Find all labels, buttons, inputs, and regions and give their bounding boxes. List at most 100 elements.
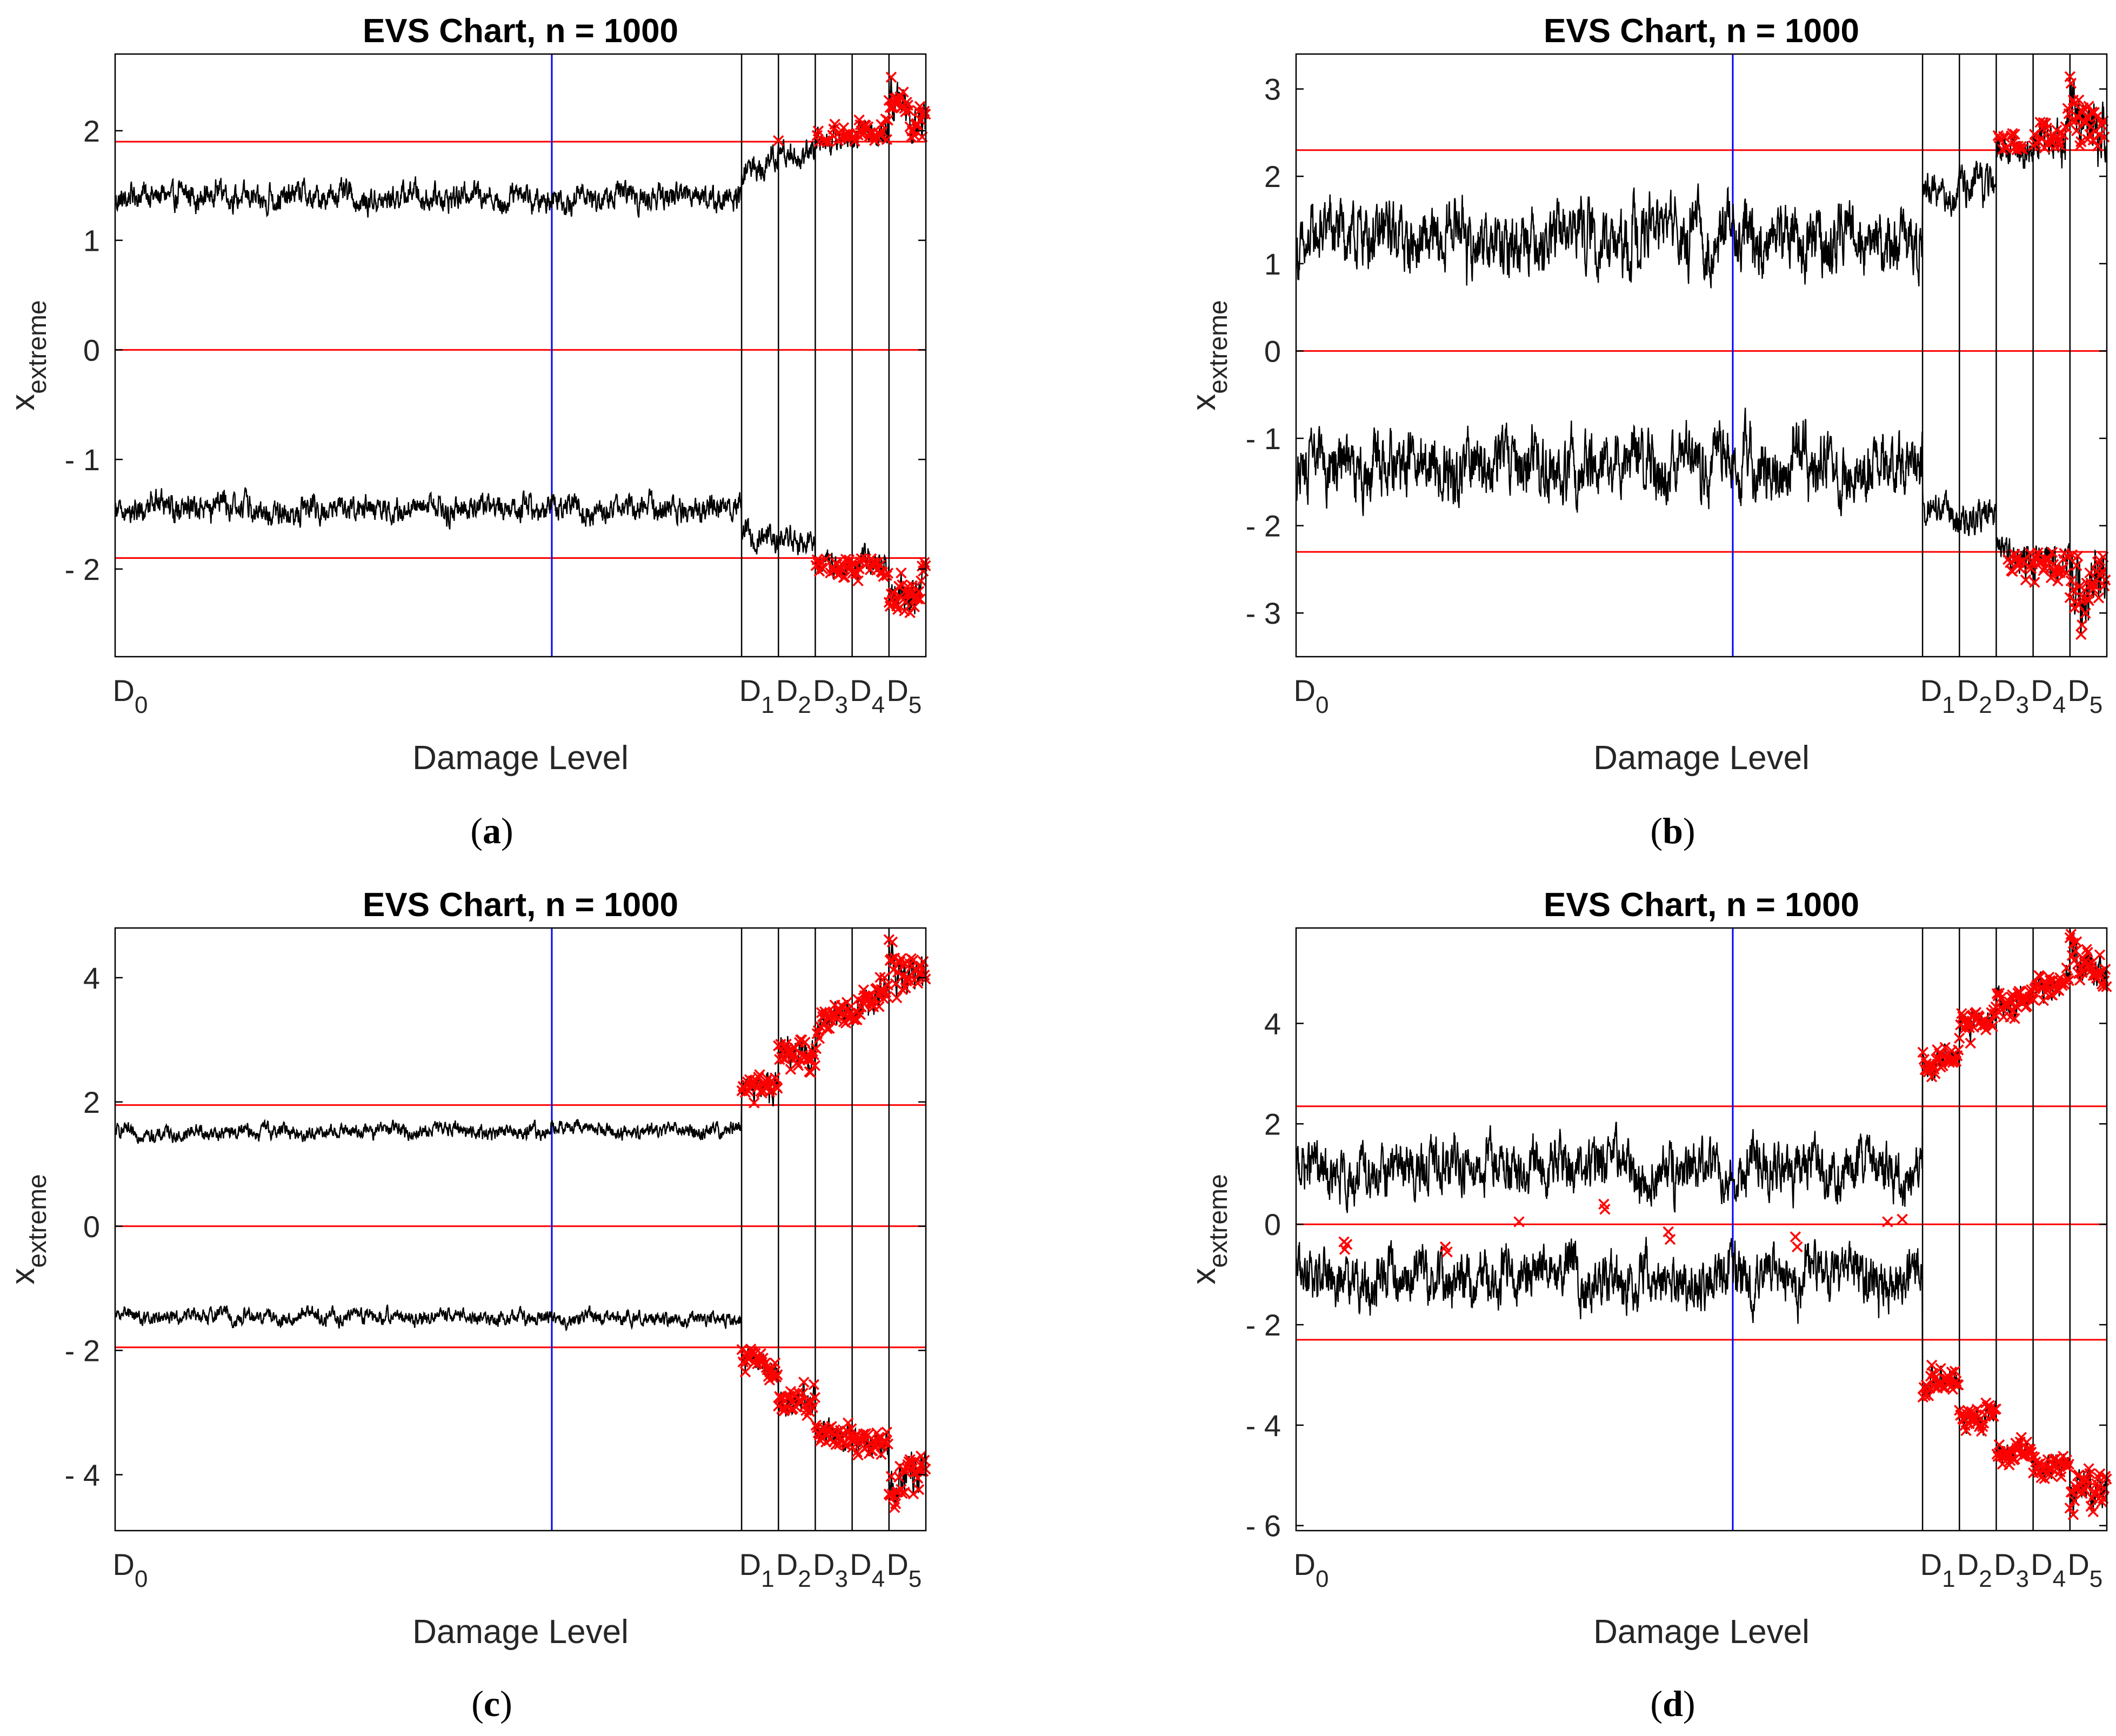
outlier-marker [805,1066,816,1078]
outlier-marker [2092,140,2104,152]
outlier-marker [851,1446,863,1458]
outlier-marker [909,601,920,612]
outlier-marker [2065,575,2077,586]
outlier-marker [829,118,840,130]
y-tick-label: - 2 [65,1334,100,1368]
outlier-marker [899,1486,910,1498]
outlier-marker [739,1366,751,1378]
outlier-marker [877,125,888,137]
damage-level-label: D3 [1994,1547,2029,1592]
damage-level-label: D3 [813,673,848,718]
x-axis-label: Damage Level [412,1613,629,1651]
outlier-marker [2063,1458,2075,1470]
outlier-markers [773,71,931,618]
outlier-marker [2029,577,2040,588]
axes-frame [114,927,927,1532]
outlier-marker [1935,1363,1946,1374]
outlier-marker [823,136,834,148]
outlier-marker [890,1498,902,1510]
outlier-marker [1999,132,2011,143]
y-tick-label: 0 [1264,334,1281,368]
outlier-marker [886,936,898,948]
outlier-marker [1984,1400,1995,1411]
outlier-marker [2074,974,2086,986]
outlier-marker [2015,141,2027,152]
outlier-marker [896,953,907,964]
outlier-marker [1790,1231,1801,1243]
outlier-marker [907,954,919,966]
outlier-marker [819,135,831,146]
panel-caption: (c) [471,1683,512,1724]
outlier-marker [2063,975,2075,986]
axes-frame [114,53,927,658]
damage-level-label: D4 [2031,673,2066,718]
damage-level-label: D2 [1957,673,1992,718]
outlier-marker [1995,992,2007,1003]
series-line [114,77,926,218]
outlier-marker [2046,546,2058,558]
outlier-marker [2081,944,2092,955]
outlier-marker [2064,932,2076,944]
outlier-marker [1954,1032,1965,1044]
plot-area [115,54,926,657]
outlier-marker [912,977,924,989]
outlier-marker [896,567,907,579]
outlier-marker [2067,584,2079,596]
outlier-marker [876,1448,887,1460]
plot-area [115,928,926,1531]
outlier-marker [2071,560,2082,571]
y-tick-label: 1 [83,224,100,258]
outlier-marker [2038,117,2049,129]
outlier-marker [904,607,916,618]
outlier-marker [2088,579,2100,591]
outlier-marker [2039,1473,2051,1484]
outlier-marker [1990,1001,2002,1013]
damage-level-label: D0 [113,1547,148,1592]
outlier-marker [915,575,927,586]
outlier-marker [1949,1365,1961,1377]
outlier-marker [881,1426,892,1438]
y-tick-label: - 1 [65,443,100,477]
outlier-marker [2075,629,2087,640]
outlier-marker [867,557,879,568]
damage-level-label: D0 [113,673,148,718]
outlier-marker [919,557,930,568]
outlier-marker [808,1379,819,1390]
outlier-marker [1952,1044,1964,1056]
outlier-marker [2083,595,2094,606]
outlier-marker [743,1085,755,1097]
y-tick-label: - 2 [65,552,100,586]
outlier-marker [2055,1471,2067,1483]
chart-title: EVS Chart, n = 1000 [363,12,678,50]
damage-level-label: D0 [1294,673,1329,718]
outlier-marker [882,115,894,126]
outlier-marker [892,966,904,978]
outlier-marker [2052,575,2064,587]
chart-title: EVS Chart, n = 1000 [1544,886,1859,924]
outlier-marker [810,1043,822,1054]
outlier-marker [889,1501,900,1513]
outlier-marker [901,96,912,108]
outlier-marker [919,105,930,117]
outlier-marker [2100,1471,2111,1482]
outlier-marker [919,970,930,981]
y-tick-label: 0 [83,1210,100,1244]
outlier-marker [2073,94,2085,106]
outlier-marker [2082,947,2093,958]
outlier-marker [1441,1246,1453,1258]
outlier-marker [2087,1506,2099,1518]
outlier-marker [820,553,832,565]
x-axis-label: Damage Level [412,739,629,777]
outlier-marker [1919,1390,1931,1401]
outlier-marker [1897,1213,1908,1225]
y-tick-label: 0 [1264,1207,1281,1241]
outlier-marker [852,575,864,586]
outlier-marker [2024,1444,2036,1455]
outlier-marker [1977,1421,1988,1432]
y-tick-label: 2 [1264,159,1281,193]
y-tick-label: - 1 [1246,422,1281,456]
outlier-marker [2053,136,2065,148]
chart-panel-c: - 4 - 2 0 2 4 D0 D1 D2 D3 D4 D5 Damage Level xextrem… [4,886,931,1724]
outlier-marker [813,1033,825,1044]
y-axis-label: xextreme [1185,300,1233,410]
